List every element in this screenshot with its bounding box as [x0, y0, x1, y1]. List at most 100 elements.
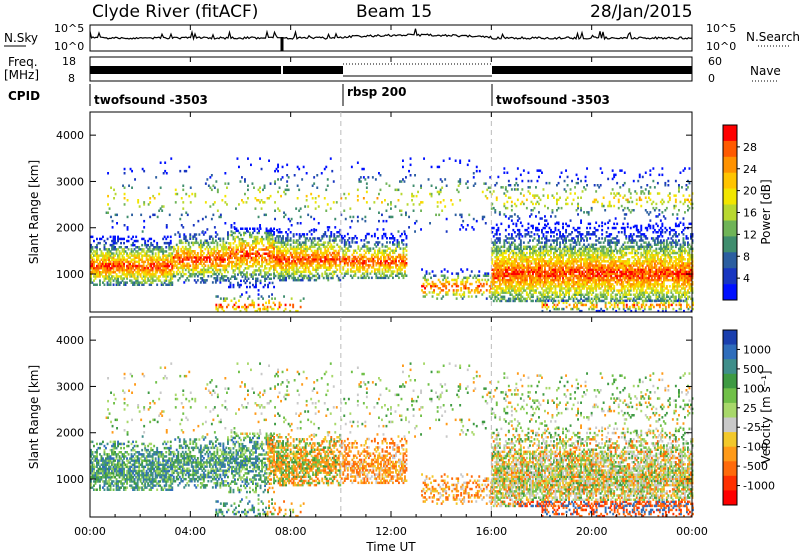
range-gate-cell: [616, 274, 619, 278]
range-gate-cell: [121, 250, 124, 253]
range-gate-cell: [530, 260, 533, 263]
range-gate-cell: [586, 233, 589, 236]
range-gate-cell: [273, 274, 276, 278]
range-gate-cell: [160, 248, 163, 251]
range-gate-cell: [577, 231, 580, 234]
range-gate-cell: [604, 281, 607, 284]
range-gate-cell: [525, 245, 528, 249]
range-gate-cell: [300, 251, 303, 255]
range-gate-cell: [364, 262, 367, 265]
range-gate-cell: [192, 237, 195, 240]
range-gate-cell: [118, 260, 121, 264]
range-gate-cell: [198, 245, 201, 249]
range-gate-cell: [253, 242, 256, 245]
range-gate-cell: [243, 254, 245, 258]
range-gate-cell: [106, 268, 109, 272]
range-gate-cell: [547, 278, 549, 282]
range-gate-cell: [277, 237, 280, 240]
range-gate-cell: [313, 251, 316, 255]
range-gate-cell: [147, 262, 150, 266]
range-gate-cell: [399, 266, 402, 269]
range-gate-cell: [133, 243, 136, 247]
range-gate-cell: [178, 258, 181, 261]
range-gate-cell: [324, 260, 327, 263]
range-gate-cell: [315, 270, 318, 274]
range-gate-cell: [554, 287, 557, 290]
range-gate-cell: [184, 256, 187, 259]
range-gate-cell: [386, 266, 388, 269]
range-gate-cell: [321, 264, 324, 267]
range-gate-cell: [355, 251, 358, 255]
range-gate-cell: [358, 264, 361, 267]
range-gate-cell: [524, 233, 527, 236]
range-gate-cell: [160, 258, 163, 261]
range-gate-cell: [599, 291, 602, 294]
range-gate-cell: [475, 287, 478, 290]
range-gate-cell: [378, 262, 381, 265]
range-gate-cell: [548, 264, 551, 267]
range-gate-cell: [166, 254, 169, 257]
range-gate-cell: [192, 268, 195, 272]
range-gate-cell: [623, 295, 626, 299]
range-gate-cell: [384, 234, 387, 238]
range-gate-cell: [578, 249, 581, 253]
range-gate-cell: [563, 243, 566, 246]
range-gate-cell: [316, 253, 319, 257]
range-gate-cell: [516, 233, 519, 236]
range-gate-cell: [566, 245, 569, 249]
range-gate-cell: [265, 258, 268, 262]
range-gate-cell: [476, 291, 479, 294]
range-gate-cell: [322, 276, 325, 280]
range-gate-cell: [333, 260, 336, 263]
range-gate-cell: [156, 248, 159, 251]
range-gate-cell: [151, 250, 154, 253]
range-gate-cell: [193, 252, 196, 255]
range-gate-cell: [620, 274, 623, 278]
range-gate-cell: [614, 226, 617, 230]
range-gate-cell: [106, 283, 109, 286]
range-gate-cell: [495, 228, 498, 232]
range-gate-cell: [321, 274, 324, 278]
range-gate-cell: [183, 258, 186, 261]
range-gate-cell: [307, 266, 310, 269]
range-gate-cell: [527, 295, 530, 299]
range-gate-cell: [223, 258, 226, 261]
range-gate-cell: [535, 299, 537, 303]
range-gate-cell: [282, 251, 285, 255]
range-gate-cell: [139, 258, 142, 261]
range-gate-cell: [222, 279, 225, 282]
range-gate-cell: [295, 262, 298, 265]
range-gate-cell: [578, 247, 581, 251]
range-gate-cell: [557, 299, 560, 303]
range-gate-cell: [216, 279, 219, 282]
range-gate-cell: [189, 250, 192, 253]
range-gate-cell: [171, 258, 174, 261]
range-gate-cell: [163, 271, 166, 274]
range-gate-cell: [148, 254, 151, 257]
range-gate-cell: [598, 281, 601, 284]
range-gate-cell: [404, 247, 406, 250]
range-gate-cell: [507, 249, 510, 253]
range-gate-cell: [521, 272, 524, 276]
range-gate-cell: [298, 243, 301, 246]
range-gate-cell: [515, 224, 518, 228]
range-gate-cell: [518, 251, 521, 255]
range-gate-cell: [575, 281, 578, 284]
range-gate-cell: [262, 256, 265, 260]
range-gate-cell: [103, 275, 106, 278]
range-gate-cell: [617, 258, 620, 261]
range-gate-cell: [535, 278, 537, 282]
range-gate-cell: [541, 278, 543, 282]
range-gate-cell: [216, 268, 219, 272]
range-gate-cell: [118, 258, 121, 261]
range-gate-cell: [169, 235, 172, 239]
range-gate-cell: [519, 239, 522, 242]
range-gate-cell: [571, 247, 574, 251]
range-gate-cell: [219, 270, 222, 274]
range-gate-cell: [563, 247, 566, 251]
range-gate-cell: [246, 229, 248, 233]
range-gate-cell: [282, 256, 285, 259]
range-gate-cell: [581, 237, 584, 240]
range-gate-cell: [247, 267, 250, 270]
range-gate-cell: [503, 241, 506, 244]
